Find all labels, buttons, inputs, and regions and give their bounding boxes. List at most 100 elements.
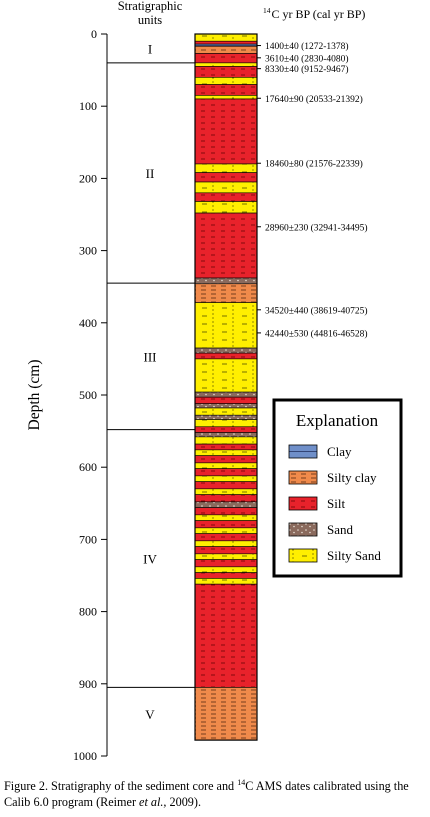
legend-swatch-sand: [288, 522, 318, 537]
core-layer-silty-sand: [194, 181, 258, 194]
caption-part2: C AMS dates calibrated using the Calib 6…: [4, 779, 409, 809]
core-layer-silt: [194, 559, 258, 568]
legend-swatch-silty-clay: [288, 470, 318, 485]
depth-tick-label: 300: [79, 244, 97, 258]
core-layer-silty-sand: [194, 77, 258, 85]
core-layer-sand: [194, 391, 258, 398]
core-layer-silt: [194, 84, 258, 96]
core-layer-silty-sand: [194, 358, 258, 393]
core-layer-silt: [194, 520, 258, 529]
core-layer-silty-sand: [194, 527, 258, 534]
dates-title-sup: 14: [263, 6, 271, 15]
core-layer-silt: [194, 494, 258, 503]
core-layer-silt: [194, 443, 258, 451]
core-layer-sand: [194, 501, 258, 508]
core-layer-silt: [194, 426, 258, 433]
core-layer-silty-sand: [194, 462, 258, 469]
units-title-line2: units: [138, 13, 162, 27]
date-label: 3610±40 (2830-4080): [265, 53, 349, 64]
legend-swatch-silty-sand: [288, 548, 318, 563]
core-layer-silt: [194, 172, 258, 183]
caption-part1: Figure 2. Stratigraphy of the sediment c…: [4, 779, 238, 793]
core-layer-silt: [194, 546, 258, 555]
core-layer-silt: [194, 66, 258, 78]
dates-title-text: C yr BP (cal yr BP): [272, 7, 366, 21]
sediment-core: [194, 33, 258, 741]
unit-label: III: [144, 349, 157, 364]
legend-label: Clay: [327, 444, 352, 459]
core-layer-silty-sand: [194, 95, 258, 100]
date-label: 8330±40 (9152-9467): [265, 64, 349, 75]
legend-label: Silty Sand: [327, 548, 381, 563]
core-layer-silt: [194, 533, 258, 542]
core-layer-silt: [194, 396, 258, 404]
core-layer-silty-sand: [194, 566, 258, 573]
core-layer-silty-sand: [194, 62, 258, 67]
core-layer-silty-sand: [194, 553, 258, 560]
depth-tick-label: 800: [79, 605, 97, 619]
date-label: 42440±530 (44816-46528): [265, 328, 368, 339]
core-layer-silt: [194, 468, 258, 477]
depth-tick-label: 600: [79, 460, 97, 474]
core-layer-silty-sand: [194, 407, 258, 416]
date-label: 34520±440 (38619-40725): [265, 305, 368, 316]
core-layer-sand: [194, 347, 258, 354]
core-layer-silty-clay: [194, 45, 258, 54]
core-layer-silty-sand: [194, 514, 258, 521]
legend-swatch-silt: [288, 496, 318, 511]
depth-tick-label: 0: [91, 27, 97, 41]
core-layer-silty-clay: [194, 687, 258, 741]
radiocarbon-dates: 1400±40 (1272-1378)3610±40 (2830-4080)83…: [257, 41, 368, 339]
core-layer-silty-sand: [194, 488, 258, 495]
unit-label: IV: [143, 552, 157, 567]
legend-swatch-clay: [288, 444, 318, 459]
date-label: 1400±40 (1272-1378): [265, 41, 349, 52]
caption-italic: et al.,: [139, 795, 167, 809]
core-layer-silty-sand: [194, 302, 258, 349]
core-layer-silty-sand: [194, 449, 258, 456]
legend-label: Silt: [327, 496, 345, 511]
core-layer-silt: [194, 98, 258, 165]
core-layer-silt: [194, 583, 258, 688]
legend: Explanation Clay Silty clay Silt Sand Silty …: [272, 398, 403, 578]
depth-tick-label: 500: [79, 388, 97, 402]
core-layer-clay: [194, 43, 258, 47]
core-outline: [194, 33, 258, 741]
depth-axis-label: Depth (cm): [26, 359, 43, 430]
depth-tick-label: 200: [79, 171, 97, 185]
date-label: 17640±90 (20533-21392): [265, 94, 363, 105]
core-layer-silty-sand: [194, 578, 258, 585]
unit-label: II: [146, 166, 155, 181]
core-layer-silty-sand: [194, 201, 258, 214]
core-layer-silt: [194, 455, 258, 464]
core-layer-silt: [194, 192, 258, 202]
core-layer-sand: [194, 277, 258, 285]
depth-axis: 0 100 200 300 400 500 600 700 800 900 1000: [73, 27, 108, 763]
caption-sup: 14: [237, 777, 246, 787]
unit-label: V: [145, 707, 155, 722]
figure-caption: Figure 2. Stratigraphy of the sediment c…: [4, 778, 428, 810]
depth-tick-label: 700: [79, 532, 97, 546]
legend-title: Explanation: [296, 411, 379, 430]
core-layer-silty-sand: [194, 540, 258, 547]
core-layer-silty-sand: [194, 436, 258, 445]
depth-tick-label: 1000: [73, 749, 97, 763]
date-label: 28960±230 (32941-34495): [265, 222, 368, 233]
legend-label: Silty clay: [327, 470, 377, 485]
core-layer-silty-sand: [194, 163, 258, 173]
core-layer-silty-clay: [194, 283, 258, 303]
core-layer-sand: [194, 403, 258, 409]
core-layer-sand: [194, 432, 258, 438]
core-layer-silty-sand: [194, 475, 258, 482]
core-layer-sand: [194, 414, 258, 420]
core-layer-silty-sand: [194, 33, 258, 42]
core-layer-silty-sand: [194, 419, 258, 428]
depth-tick-label: 900: [79, 677, 97, 691]
core-layer-silt: [194, 352, 258, 360]
legend-items: Clay Silty clay Silt Sand Silty Sand: [288, 444, 381, 563]
unit-label: I: [148, 41, 152, 56]
units-title-line1: Stratigraphic: [118, 0, 183, 13]
date-label: 18460±80 (21576-22339): [265, 159, 363, 170]
dates-title: 14C yr BP (cal yr BP): [263, 6, 365, 21]
